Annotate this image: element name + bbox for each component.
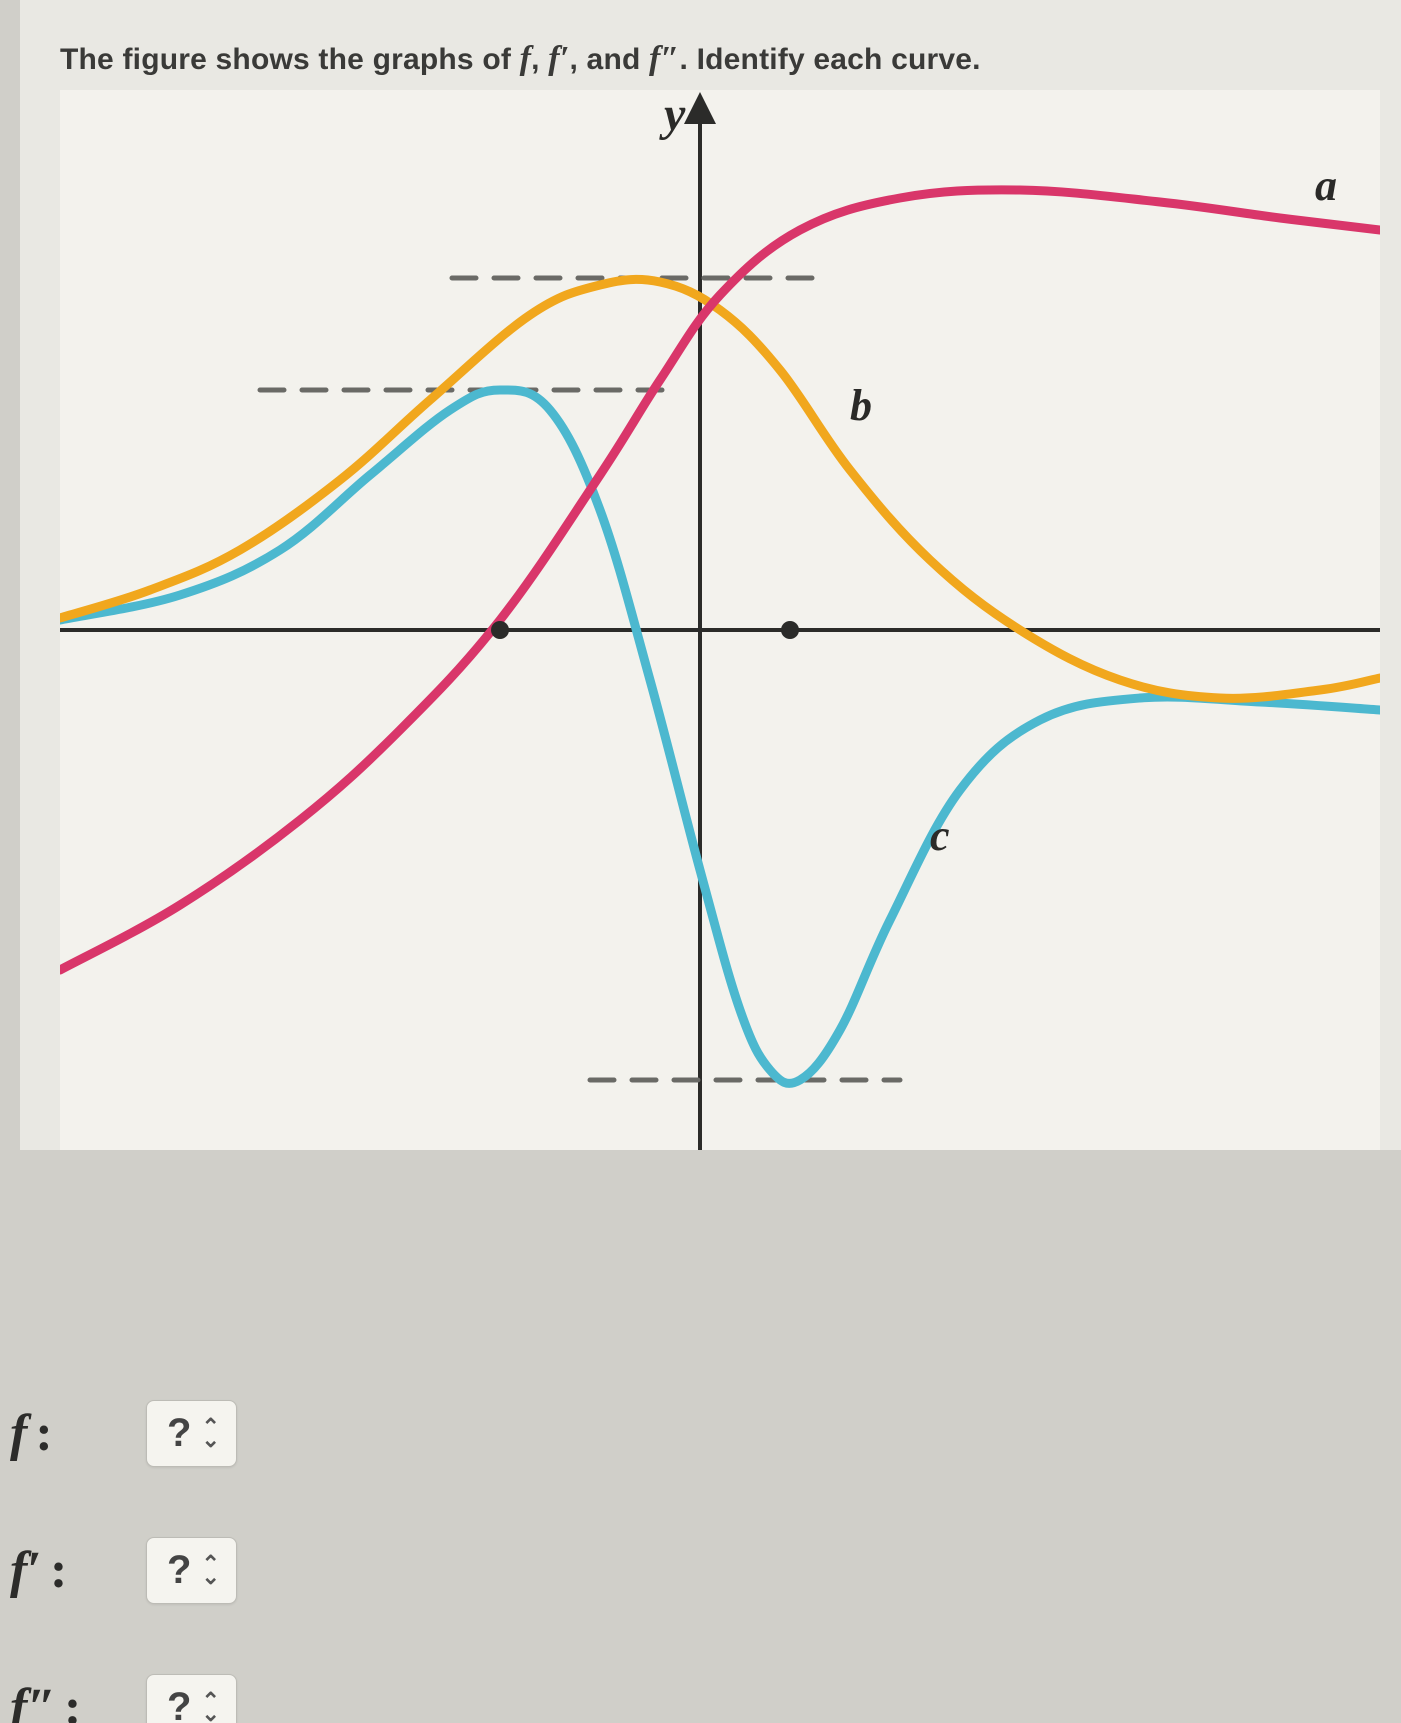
q-sep2: , and: [569, 43, 649, 76]
curve-label-b: b: [850, 381, 872, 430]
answer-row-f: f:? ⌃⌄: [10, 1400, 237, 1467]
dropdown-value-f: ?: [167, 1411, 191, 1456]
dropdown-value-fp: ?: [167, 1548, 191, 1593]
q-fpp: f″: [649, 40, 680, 77]
q-f: f: [520, 40, 532, 77]
dropdown-fp[interactable]: ? ⌃⌄: [146, 1537, 237, 1604]
dropdown-fpp[interactable]: ? ⌃⌄: [146, 1674, 237, 1723]
q-suffix: . Identify each curve.: [680, 43, 981, 76]
stepper-icon: ⌃⌄: [201, 1695, 219, 1719]
chart-container: y a b c: [60, 90, 1361, 1150]
curve-label-c: c: [930, 811, 950, 860]
dropdown-value-fpp: ?: [167, 1685, 191, 1723]
answers-block: f:? ⌃⌄ f′:? ⌃⌄ f″:? ⌃⌄: [0, 1340, 237, 1723]
q-prefix: The figure shows the graphs of: [60, 43, 520, 76]
dropdown-f[interactable]: ? ⌃⌄: [146, 1400, 237, 1467]
page-root: The figure shows the graphs of f, f′, an…: [0, 0, 1401, 1723]
axis-dot-1: [781, 621, 799, 639]
axis-dot-0: [491, 621, 509, 639]
question-text: The figure shows the graphs of f, f′, an…: [20, 40, 1401, 90]
worksheet-sheet: The figure shows the graphs of f, f′, an…: [20, 0, 1401, 1150]
answer-row-fp: f′:? ⌃⌄: [10, 1537, 237, 1604]
answer-label-f: f:: [10, 1404, 120, 1463]
q-sep1: ,: [531, 43, 548, 76]
chart-svg: y a b c: [60, 90, 1380, 1150]
curve-label-a: a: [1315, 161, 1337, 210]
q-fp: f′: [548, 40, 569, 77]
y-axis-label: y: [659, 90, 686, 141]
answer-label-fp: f′:: [10, 1541, 120, 1600]
answer-row-fpp: f″:? ⌃⌄: [10, 1674, 237, 1723]
stepper-icon: ⌃⌄: [201, 1421, 219, 1445]
stepper-icon: ⌃⌄: [201, 1558, 219, 1582]
answer-label-fpp: f″:: [10, 1678, 120, 1723]
chart-background: [60, 90, 1380, 1150]
